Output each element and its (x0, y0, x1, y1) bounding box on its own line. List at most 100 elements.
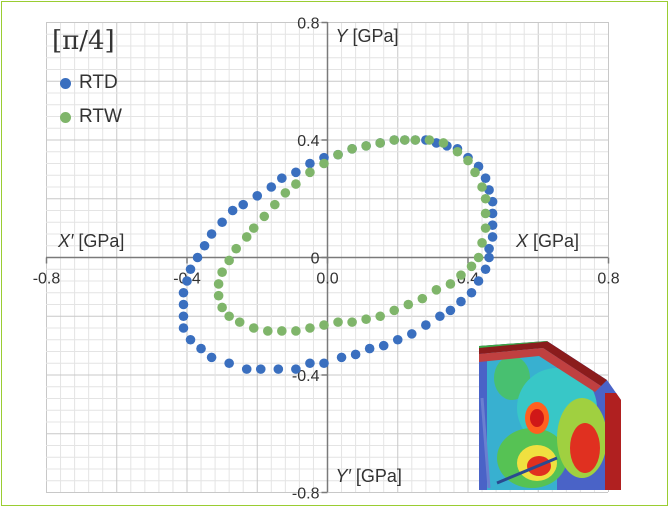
legend-item-rtw: RTW (52, 100, 122, 134)
series-rtd (178, 135, 498, 374)
data-point-rtw (456, 270, 466, 280)
data-point-rtd (445, 305, 456, 316)
data-point-rtw (333, 317, 343, 327)
data-point-rtw (248, 223, 259, 233)
data-point-rtd (378, 340, 389, 351)
legend: RTD RTW (52, 66, 122, 134)
data-point-rtd (185, 334, 196, 345)
data-point-rtw (399, 135, 410, 145)
data-point-rtw (234, 317, 245, 327)
legend-label-rtd: RTD (79, 72, 118, 93)
data-point-rtd (305, 358, 315, 369)
data-point-rtd (206, 229, 217, 239)
data-point-rtw (452, 146, 463, 157)
data-point-rtw (466, 261, 477, 272)
y-tick-label: -0.8 (292, 486, 320, 503)
x-tick-label: -0.8 (33, 271, 61, 288)
data-point-rtw (410, 135, 421, 145)
data-point-rtw (477, 182, 487, 192)
data-point-rtd (252, 191, 263, 201)
data-point-rtd (305, 158, 315, 169)
data-point-rtd (480, 173, 491, 183)
data-point-rtw (477, 238, 487, 248)
data-point-rtd (266, 182, 277, 192)
x-axis-title-negative: X′ [GPa] (57, 231, 124, 251)
data-point-rtw (319, 158, 329, 169)
data-point-rtd (238, 199, 248, 210)
data-point-rtd (487, 232, 498, 242)
data-point-rtd (273, 364, 284, 374)
data-point-rtd (206, 352, 217, 363)
data-point-rtd (364, 343, 375, 354)
legend-marker-rtw (60, 111, 71, 123)
tick-labels: -0.8-0.40.00.40.80.80.40-0.4-0.8 (33, 16, 620, 503)
data-point-rtw (248, 323, 259, 333)
data-point-rtd (199, 240, 210, 251)
data-point-rtd (185, 264, 196, 275)
data-point-rtw (224, 311, 234, 322)
data-point-rtd (319, 358, 329, 369)
data-point-rtd (473, 276, 484, 286)
data-point-rtd (336, 352, 347, 363)
data-point-rtw (417, 293, 428, 304)
data-points (178, 135, 498, 374)
data-point-rtd (192, 252, 203, 263)
axes (45, 21, 610, 494)
data-point-rtd (217, 217, 227, 228)
data-point-rtw (231, 243, 241, 254)
data-point-rtw (473, 252, 484, 263)
y-tick-label: 0.4 (297, 133, 319, 150)
data-point-rtw (224, 255, 234, 266)
legend-marker-rtd (60, 77, 71, 89)
data-point-rtw (445, 279, 456, 289)
data-point-rtw (241, 232, 252, 242)
data-point-rtd (178, 323, 189, 333)
y-axis-title-negative: Y′ [GPa] (336, 466, 402, 486)
data-point-rtd (466, 287, 477, 298)
y-tick-label: 0.8 (297, 16, 319, 33)
data-point-rtw (403, 299, 414, 310)
data-point-rtw (480, 208, 491, 219)
data-point-rtd (241, 364, 252, 374)
data-point-rtw (389, 305, 400, 316)
x-tick-label: 0.8 (597, 271, 619, 288)
data-point-rtd (456, 296, 466, 307)
data-point-rtw (361, 141, 371, 151)
data-point-rtd (435, 311, 445, 322)
data-point-rtw (305, 323, 315, 333)
data-point-rtd (196, 343, 206, 354)
data-point-rtw (319, 320, 329, 330)
data-point-rtd (484, 243, 494, 254)
data-point-rtw (361, 314, 371, 324)
axis-titles: Y [GPa] X′ [GPa] X [GPa] Y′ [GPa] (57, 26, 579, 486)
x-tick-label: 0.0 (316, 271, 338, 288)
data-point-rtd (291, 364, 301, 374)
data-point-rtw (213, 290, 224, 301)
data-point-rtw (389, 135, 400, 145)
data-point-rtw (305, 167, 315, 178)
x-axis-title-positive: X [GPa] (515, 231, 579, 251)
data-point-rtd (224, 358, 234, 369)
data-point-rtw (438, 138, 449, 148)
data-point-rtw (333, 149, 343, 160)
data-point-rtw (431, 285, 442, 295)
panel-label: [π/4] (52, 26, 115, 56)
data-point-rtw (463, 155, 473, 166)
data-point-rtd (487, 208, 498, 219)
data-point-rtd (182, 276, 192, 286)
y-tick-label: 0 (311, 251, 320, 268)
data-point-rtw (277, 326, 287, 336)
data-point-rtd (277, 173, 287, 183)
data-point-rtw (280, 188, 291, 198)
data-point-rtd (178, 299, 189, 310)
data-point-rtw (347, 317, 357, 327)
series-rtw (213, 135, 491, 336)
data-point-rtw (217, 267, 227, 277)
data-point-rtw (291, 179, 301, 189)
data-point-rtd (484, 252, 494, 263)
data-point-rtd (178, 287, 189, 298)
data-point-rtw (259, 211, 270, 222)
data-point-rtw (262, 326, 273, 336)
